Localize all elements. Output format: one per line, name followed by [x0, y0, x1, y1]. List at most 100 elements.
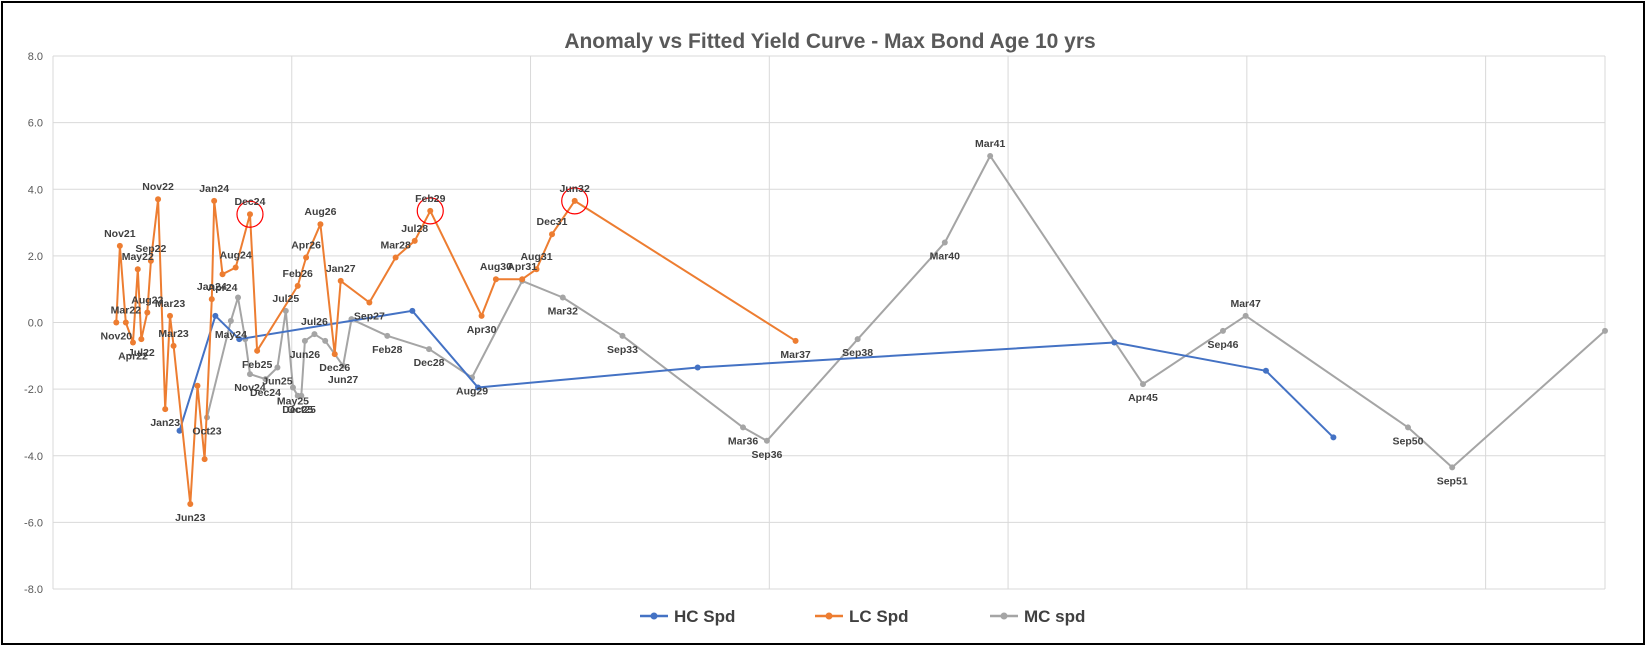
data-point-lc-spd	[129, 339, 136, 346]
highlight-circle	[416, 197, 444, 225]
data-label: Aug29	[456, 385, 488, 397]
data-label: Feb28	[372, 344, 403, 356]
series-line-lc-spd	[115, 198, 797, 506]
data-label: Apr24	[208, 282, 238, 294]
plot-series	[113, 152, 1608, 508]
data-label: Apr22	[118, 350, 148, 362]
data-point-lc-spd	[331, 351, 338, 358]
data-label: Dec26	[319, 362, 350, 374]
data-point-lc-spd	[246, 211, 253, 218]
data-point-lc-spd	[337, 277, 344, 284]
data-label: Jul28	[401, 223, 428, 235]
data-point-lc-spd	[232, 264, 239, 271]
data-label: Jun26	[290, 349, 321, 361]
data-point-lc-spd	[211, 197, 218, 204]
data-point-mc-spd	[559, 294, 566, 301]
data-label: Mar37	[780, 349, 811, 361]
data-point-lc-spd	[138, 336, 145, 343]
data-point-mc-spd	[941, 239, 948, 246]
data-point-mc-spd	[763, 437, 770, 444]
data-label: Mar23	[155, 298, 186, 310]
data-label: Feb29	[415, 193, 446, 205]
data-point-lc-spd	[147, 257, 154, 264]
data-point-lc-spd	[317, 221, 324, 228]
data-point-hc-spd	[409, 307, 416, 314]
data-point-mc-spd	[1139, 381, 1146, 388]
data-label: Sep33	[607, 344, 638, 356]
y-tick-label: 2.0	[28, 251, 43, 263]
legend-swatch-marker	[825, 612, 833, 620]
data-point-mc-spd	[987, 152, 994, 159]
data-label: Jan24	[197, 281, 227, 293]
data-point-lc-spd	[187, 501, 194, 508]
data-point-hc-spd	[1330, 434, 1337, 441]
data-label: Nov21	[104, 228, 136, 240]
data-point-hc-spd	[236, 336, 243, 343]
data-point-lc-spd	[492, 276, 499, 283]
y-tick-label: -6.0	[24, 517, 43, 529]
data-point-hc-spd	[1111, 339, 1118, 346]
data-point-lc-spd	[392, 254, 399, 261]
legend-label: MC spd	[1024, 607, 1085, 626]
data-point-lc-spd	[533, 266, 540, 273]
data-label: Sep46	[1208, 339, 1239, 351]
data-point-mc-spd	[289, 384, 296, 391]
data-point-lc-spd	[170, 342, 177, 349]
data-point-lc-spd	[113, 319, 120, 326]
data-point-mc-spd	[282, 307, 289, 314]
data-point-mc-spd	[740, 424, 747, 431]
data-label: Mar23	[158, 328, 189, 340]
data-label: Apr26	[291, 240, 321, 252]
data-label: Jul25	[272, 293, 299, 305]
data-point-lc-spd	[366, 299, 373, 306]
data-label: Apr45	[1128, 392, 1158, 404]
y-tick-label: 6.0	[28, 118, 43, 130]
data-point-mc-spd	[384, 332, 391, 339]
data-point-mc-spd	[227, 317, 234, 324]
data-point-lc-spd	[208, 296, 215, 303]
data-point-mc-spd	[298, 392, 305, 399]
data-point-lc-spd	[519, 276, 526, 283]
data-point-mc-spd	[854, 336, 861, 343]
data-point-lc-spd	[201, 456, 208, 463]
y-axis-ticks: 8.0 6.0 4.0 2.0 0.0 -2.0 -4.0 -6.0 -8.0	[24, 51, 43, 596]
data-label: Sep27	[354, 311, 385, 323]
highlight-circle	[236, 200, 264, 228]
legend-label: LC Spd	[849, 607, 909, 626]
data-label: May22	[122, 251, 154, 263]
data-label: Jun25	[262, 375, 293, 387]
data-label: Dec31	[537, 216, 568, 228]
data-point-mc-spd	[1219, 327, 1226, 334]
data-label: Aug22	[131, 295, 163, 307]
data-label: May24	[215, 329, 247, 341]
data-point-lc-spd	[427, 207, 434, 214]
data-label: Aug26	[304, 206, 336, 218]
data-label: Apr30	[467, 324, 497, 336]
legend-label: HC Spd	[674, 607, 735, 626]
data-label: May25	[277, 395, 309, 407]
data-point-mc-spd	[426, 346, 433, 353]
data-label: Mar22	[111, 305, 142, 317]
data-point-hc-spd	[1262, 367, 1269, 374]
y-tick-label: -8.0	[24, 584, 43, 596]
data-label: Aug30	[480, 261, 512, 273]
data-label: Feb26	[283, 268, 314, 280]
data-point-lc-spd	[303, 254, 310, 261]
data-label: Mar32	[548, 306, 579, 318]
data-point-mc-spd	[1602, 327, 1608, 334]
data-point-hc-spd	[212, 312, 219, 319]
data-point-mc-spd	[340, 362, 347, 369]
data-label: Jan23	[150, 417, 180, 429]
data-label: Jan24	[199, 183, 229, 195]
data-point-lc-spd	[134, 266, 141, 273]
data-label: Feb25	[242, 359, 273, 371]
data-labels: Nov20 Nov21 Mar22 Apr22 May22 Jul22 Aug22 Sep22…	[101, 138, 1468, 524]
data-point-hc-spd	[475, 384, 482, 391]
legend-swatch-marker	[650, 612, 658, 620]
data-label: Jan27	[326, 263, 356, 275]
data-label: Sep50	[1393, 435, 1424, 447]
highlight-circle	[561, 187, 589, 215]
data-point-lc-spd	[571, 197, 578, 204]
data-point-lc-spd	[219, 271, 226, 278]
data-point-lc-spd	[294, 282, 301, 289]
